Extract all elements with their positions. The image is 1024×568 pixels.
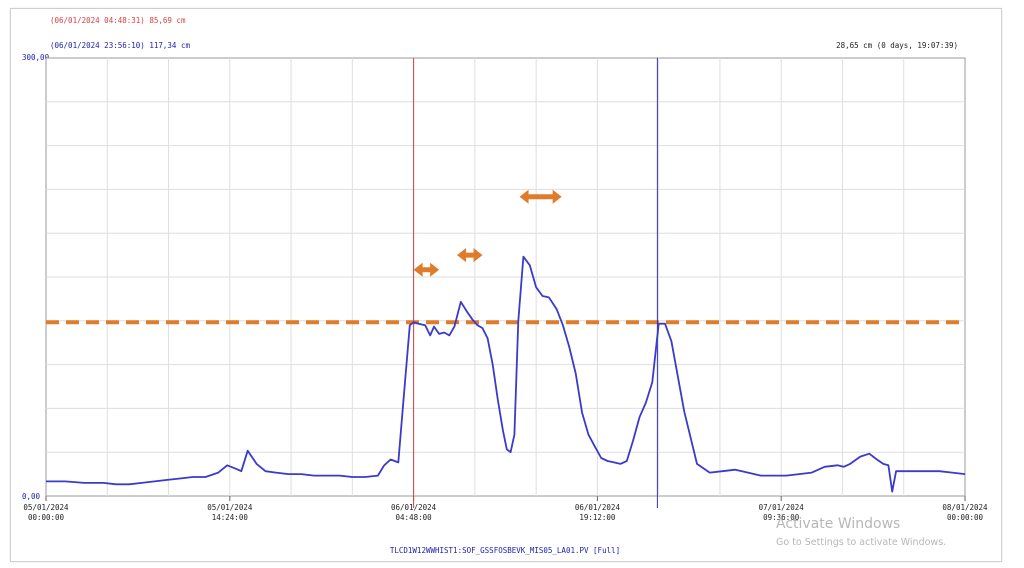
x-tick-date-label: 05/01/2024 bbox=[23, 503, 69, 512]
red-cursor-readout: (06/01/2024 04:48:31) 85,69 cm bbox=[50, 16, 186, 25]
x-tick-date-label: 06/01/2024 bbox=[391, 503, 437, 512]
source-tag-label: TLCD1W12WWHIST1:SOF_GSSFOSBEVK_MIS05_LA0… bbox=[389, 546, 621, 555]
y-max-label: 300,00 bbox=[22, 53, 50, 62]
x-tick-date-label: 08/01/2024 bbox=[942, 503, 988, 512]
x-tick-time-label: 04:48:00 bbox=[395, 513, 432, 522]
x-tick-time-label: 14:24:00 bbox=[211, 513, 248, 522]
series-line bbox=[46, 255, 966, 493]
double-arrow-annotation bbox=[413, 262, 440, 277]
x-tick-time-label: 19:12:00 bbox=[579, 513, 616, 522]
x-tick-date-label: 05/01/2024 bbox=[207, 503, 253, 512]
cursor-delta-readout: 28,65 cm (0 days, 19:07:39) bbox=[836, 41, 958, 50]
x-tick-time-label: 00:00:00 bbox=[27, 513, 65, 522]
double-arrow-annotation bbox=[519, 189, 562, 204]
x-tick-date-label: 07/01/2024 bbox=[758, 503, 804, 512]
x-tick-time-label: 09:36:00 bbox=[763, 513, 800, 522]
double-arrow-annotation bbox=[456, 248, 483, 263]
x-tick-date-label: 06/01/2024 bbox=[574, 503, 620, 512]
x-tick-time-label: 00:00:00 bbox=[946, 513, 984, 522]
y-min-label: 0,00 bbox=[22, 492, 41, 501]
blue-cursor-readout: (06/01/2024 23:56:10) 117,34 cm bbox=[50, 41, 190, 50]
activation-watermark-subtitle: Go to Settings to activate Windows. bbox=[776, 537, 947, 548]
activation-watermark-title: Activate Windows bbox=[776, 516, 901, 532]
